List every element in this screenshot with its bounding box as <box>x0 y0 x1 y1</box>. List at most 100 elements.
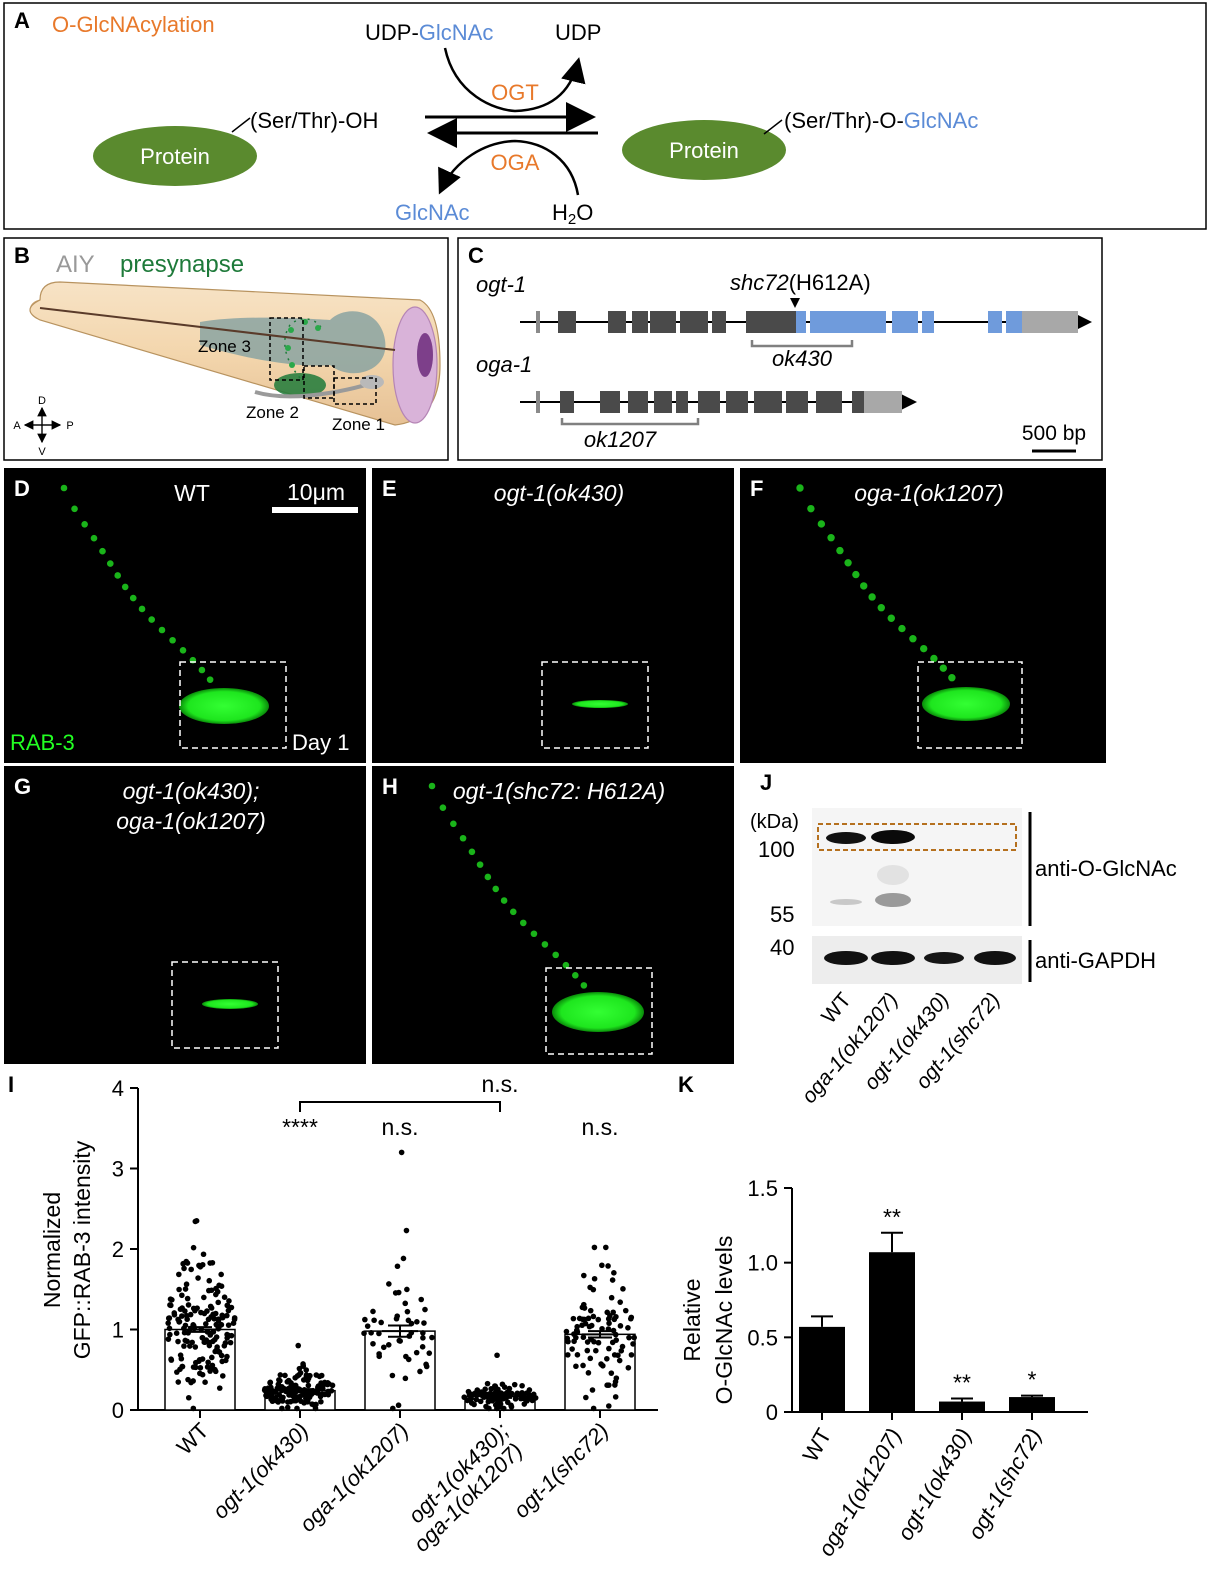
significance-label: ** <box>883 1204 901 1230</box>
data-point <box>484 1380 491 1387</box>
data-point <box>606 1320 612 1327</box>
data-point <box>317 1393 324 1400</box>
data-point <box>270 1395 276 1401</box>
protein-right-label: Protein <box>669 138 739 163</box>
data-point <box>394 1313 401 1319</box>
data-point <box>192 1218 199 1225</box>
data-point <box>168 1302 174 1309</box>
gene-oga1: oga-1 <box>476 352 532 377</box>
data-point <box>398 1149 405 1156</box>
y-axis-label-2: O-GlcNAc levels <box>711 1236 737 1405</box>
panel-letter-j: J <box>760 770 772 795</box>
data-point <box>167 1331 173 1338</box>
scale-bar-label: 10μm <box>287 479 345 505</box>
data-point <box>587 1307 594 1314</box>
data-point <box>279 1385 285 1391</box>
data-point <box>617 1323 624 1329</box>
data-point <box>610 1327 617 1334</box>
data-point <box>611 1270 617 1276</box>
data-point <box>429 1334 435 1341</box>
data-point <box>471 1401 477 1408</box>
data-point <box>221 1343 228 1349</box>
category-label: ogt-1(ok430) <box>208 1418 314 1524</box>
genotype-label-line2: oga-1(ok1207) <box>116 808 266 834</box>
data-point <box>385 1342 392 1348</box>
data-point <box>488 1386 494 1392</box>
data-point <box>474 1392 480 1398</box>
gene-ogt1: ogt-1 <box>476 272 526 297</box>
ogt-curve <box>443 47 586 113</box>
data-point <box>494 1405 500 1412</box>
data-point <box>219 1373 226 1379</box>
data-point <box>178 1355 185 1362</box>
data-point <box>378 1319 384 1326</box>
data-point <box>310 1401 317 1408</box>
data-point <box>396 1337 403 1344</box>
data-point <box>184 1295 191 1302</box>
protein-left-label: Protein <box>140 144 210 169</box>
data-point <box>203 1337 210 1343</box>
data-point <box>190 1364 197 1370</box>
data-point <box>394 1263 401 1270</box>
data-point <box>422 1306 428 1313</box>
genotype-label: ogt-1(ok430) <box>494 480 624 506</box>
data-point <box>184 1316 190 1323</box>
data-point <box>494 1352 500 1359</box>
data-point <box>305 1375 312 1382</box>
y-tick-label: 2 <box>112 1237 124 1262</box>
band-highlight <box>817 823 1017 851</box>
data-point <box>612 1394 619 1400</box>
aiy-soma-signal <box>922 687 1010 721</box>
data-point <box>402 1375 409 1382</box>
data-point <box>213 1334 220 1340</box>
data-point <box>497 1401 504 1407</box>
data-point <box>168 1357 175 1363</box>
genotype-label: oga-1(ok1207) <box>854 480 1004 506</box>
data-point <box>277 1377 283 1384</box>
data-point <box>179 1292 185 1299</box>
panel-a: A O-GlcNAcylation Protein (Ser/Thr)-OH P… <box>3 2 1207 230</box>
data-point <box>174 1369 180 1375</box>
data-point <box>224 1302 231 1309</box>
deletion-ok430: ok430 <box>772 346 833 371</box>
residue-right: (Ser/Thr)-O-GlcNAc <box>784 108 978 133</box>
data-point <box>595 1339 602 1346</box>
pharynx <box>200 311 386 374</box>
data-point <box>599 1262 605 1269</box>
data-point <box>263 1392 269 1399</box>
zone1-box <box>333 377 377 405</box>
data-point <box>182 1286 189 1292</box>
data-point <box>282 1372 288 1379</box>
data-point <box>200 1251 207 1258</box>
data-point <box>403 1353 409 1360</box>
panel-c: C ogt-1 oga-1 shc72(H612A) ok430 <box>457 237 1103 461</box>
data-point <box>195 1275 201 1281</box>
category-label: ogt-1(shc72) <box>509 1418 614 1523</box>
svg-text:V: V <box>38 446 46 458</box>
mw-40: 40 <box>770 935 794 960</box>
data-point <box>210 1338 216 1345</box>
data-point <box>228 1332 235 1339</box>
data-point <box>219 1358 225 1365</box>
data-point <box>486 1405 492 1412</box>
data-point <box>190 1405 197 1412</box>
mutation-label: shc72(H612A) <box>730 270 871 295</box>
data-point <box>473 1396 480 1403</box>
bar <box>799 1326 845 1412</box>
data-point <box>298 1398 304 1404</box>
data-point <box>612 1382 618 1388</box>
data-point <box>209 1354 215 1361</box>
data-point <box>611 1352 618 1358</box>
y-tick-label: 0 <box>112 1398 124 1423</box>
data-point <box>619 1343 626 1350</box>
data-point <box>395 1402 402 1409</box>
significance-label: **** <box>282 1114 318 1140</box>
data-point <box>224 1312 230 1319</box>
data-point <box>579 1316 586 1323</box>
data-point <box>216 1282 222 1289</box>
data-point <box>631 1334 637 1341</box>
data-point <box>290 1397 297 1404</box>
data-point <box>286 1392 292 1398</box>
data-point <box>267 1379 274 1386</box>
